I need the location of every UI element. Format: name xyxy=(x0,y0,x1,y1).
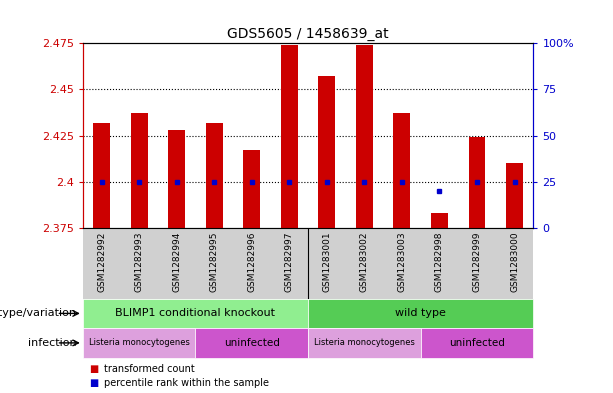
Bar xyxy=(93,123,110,228)
Text: genotype/variation: genotype/variation xyxy=(0,309,77,318)
Text: infection: infection xyxy=(28,338,77,348)
Text: GSM1282997: GSM1282997 xyxy=(285,231,294,292)
Text: GSM1282999: GSM1282999 xyxy=(473,231,481,292)
Text: GSM1283003: GSM1283003 xyxy=(397,231,406,292)
Text: ■: ■ xyxy=(89,364,98,374)
Bar xyxy=(318,77,335,228)
Text: GSM1282993: GSM1282993 xyxy=(135,231,143,292)
Text: uninfected: uninfected xyxy=(449,338,505,348)
Text: ■: ■ xyxy=(89,378,98,388)
Bar xyxy=(281,45,298,228)
Text: Listeria monocytogenes: Listeria monocytogenes xyxy=(89,338,189,347)
Text: GSM1282995: GSM1282995 xyxy=(210,231,219,292)
Bar xyxy=(168,130,185,228)
Bar xyxy=(356,45,373,228)
Text: Listeria monocytogenes: Listeria monocytogenes xyxy=(314,338,415,347)
Text: GSM1282996: GSM1282996 xyxy=(247,231,256,292)
Bar xyxy=(421,328,533,358)
Text: GSM1283002: GSM1283002 xyxy=(360,231,369,292)
Bar xyxy=(431,213,448,228)
Text: GSM1283000: GSM1283000 xyxy=(510,231,519,292)
Bar xyxy=(206,123,223,228)
Bar xyxy=(468,138,485,228)
Bar xyxy=(243,151,260,228)
Text: GSM1282998: GSM1282998 xyxy=(435,231,444,292)
Bar xyxy=(83,328,196,358)
Text: BLIMP1 conditional knockout: BLIMP1 conditional knockout xyxy=(115,309,275,318)
Text: GSM1282994: GSM1282994 xyxy=(172,231,181,292)
Bar xyxy=(83,299,308,328)
Bar xyxy=(308,328,421,358)
Text: GSM1282992: GSM1282992 xyxy=(97,231,106,292)
Bar xyxy=(308,299,533,328)
Bar xyxy=(131,114,148,228)
Text: transformed count: transformed count xyxy=(104,364,195,374)
Bar xyxy=(394,114,410,228)
Bar xyxy=(196,328,308,358)
Bar xyxy=(506,163,523,228)
Text: percentile rank within the sample: percentile rank within the sample xyxy=(104,378,269,388)
Text: wild type: wild type xyxy=(395,309,446,318)
Text: uninfected: uninfected xyxy=(224,338,280,348)
Title: GDS5605 / 1458639_at: GDS5605 / 1458639_at xyxy=(227,27,389,41)
Text: GSM1283001: GSM1283001 xyxy=(322,231,331,292)
